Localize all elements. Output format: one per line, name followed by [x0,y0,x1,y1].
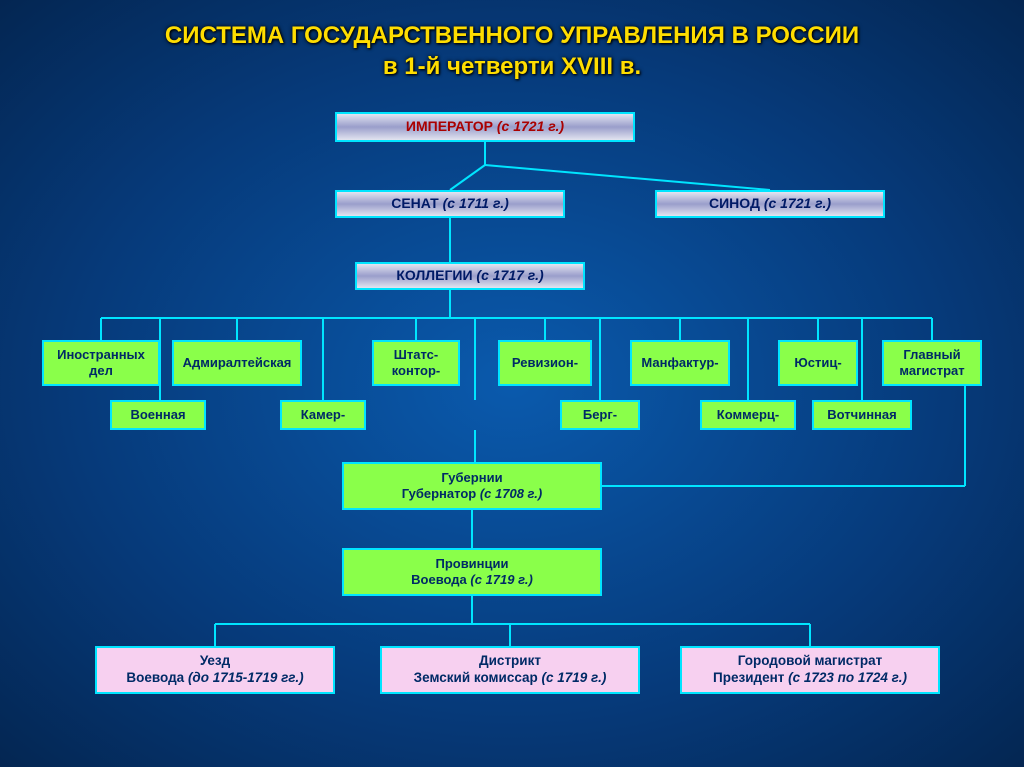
node-c3: Штатс-контор- [372,340,460,386]
node-c10: Берг- [560,400,640,430]
node-c1: Иностранныхдел [42,340,160,386]
node-c6: Юстиц- [778,340,858,386]
node-c2: Адмиралтейская [172,340,302,386]
title-line2: в 1-й четверти XVIII в. [0,51,1024,82]
node-c9: Камер- [280,400,366,430]
node-c5: Манфактур- [630,340,730,386]
diagram-title: СИСТЕМА ГОСУДАРСТВЕННОГО УПРАВЛЕНИЯ В РО… [0,0,1024,82]
node-emperor: ИМПЕРАТОР (с 1721 г.) [335,112,635,142]
node-senate: СЕНАТ (с 1711 г.) [335,190,565,218]
node-collegia: КОЛЛЕГИИ (с 1717 г.) [355,262,585,290]
node-synod: СИНОД (с 1721 г.) [655,190,885,218]
node-prov: ПровинцииВоевода (с 1719 г.) [342,548,602,596]
node-dist: ДистриктЗемский комиссар (с 1719 г.) [380,646,640,694]
node-c4: Ревизион- [498,340,592,386]
node-c7: Главныймагистрат [882,340,982,386]
node-gub: ГубернииГубернатор (с 1708 г.) [342,462,602,510]
node-c11: Коммерц- [700,400,796,430]
node-mag: Городовой магистратПрезидент (с 1723 по … [680,646,940,694]
node-uezd: УездВоевода (до 1715-1719 гг.) [95,646,335,694]
node-c8: Военная [110,400,206,430]
node-c12: Вотчинная [812,400,912,430]
title-line1: СИСТЕМА ГОСУДАРСТВЕННОГО УПРАВЛЕНИЯ В РО… [0,20,1024,51]
